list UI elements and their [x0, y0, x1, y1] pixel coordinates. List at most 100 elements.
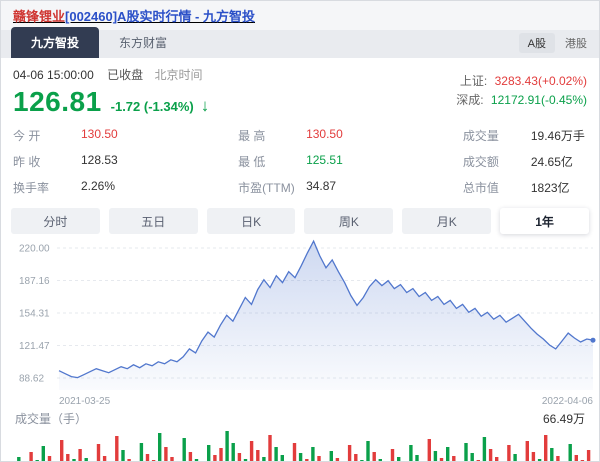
volume-bar [513, 454, 517, 461]
market-switch: A股 港股 [518, 33, 599, 58]
price-area-fill [59, 241, 593, 390]
price-line-chart[interactable]: 220.00 187.16 154.31 121.47 88.62 2021-03-25 2… [1, 238, 600, 408]
volume-bar [544, 435, 548, 461]
stats-grid: 今 开 130.50 最 高 130.50 成交量 19.46万手 昨 收 12… [13, 127, 587, 196]
y-axis-tick-label: 154.31 [19, 309, 50, 320]
volume-bar [433, 451, 438, 461]
stat-label: 成交额 [462, 155, 499, 169]
volume-bar [574, 455, 578, 461]
volume-bar [415, 455, 419, 461]
volume-bar [525, 441, 529, 461]
stat-turnover-amount: 成交额 24.65亿 [397, 153, 587, 170]
stat-pe-ttm: 市盈(TTM) 34.87 [194, 179, 397, 196]
stat-value: 2.26% [81, 179, 116, 193]
stat-value: 19.46万手 [530, 129, 585, 143]
volume-bar [225, 431, 229, 461]
sz-index-row: 深成: 12172.91(-0.45%) [456, 91, 587, 110]
period-tab-1year[interactable]: 1年 [500, 208, 589, 234]
volume-bar [170, 457, 174, 461]
volume-header: 成交量（手） 66.49万 [1, 408, 599, 428]
chart-period-tabs: 分时 五日 日K 周K 月K 1年 [11, 208, 589, 234]
price-row: 126.81 -1.72 (-1.34%) ↓ [13, 86, 209, 118]
volume-bar [41, 446, 45, 461]
stat-value: 130.50 [306, 127, 343, 141]
volume-bar [35, 460, 39, 461]
volume-bar [556, 456, 560, 461]
sz-index-value: 12172.91(-0.45%) [490, 93, 587, 107]
volume-bar [329, 451, 333, 461]
y-axis-tick-label: 187.16 [19, 276, 50, 287]
volume-bar [397, 457, 401, 461]
volume-bar [495, 457, 499, 461]
volume-bar [366, 441, 370, 461]
quote-datetime: 04-06 15:00:00 [13, 68, 94, 82]
sz-index-label: 深成: [456, 93, 484, 107]
stat-market-cap: 总市值 1823亿 [397, 179, 587, 196]
stat-value: 128.53 [81, 153, 118, 167]
market-session-status: 已收盘 [107, 68, 144, 82]
sh-index-value: 3283.43(+0.02%) [494, 74, 587, 88]
market-hk-link[interactable]: 港股 [565, 38, 587, 50]
stat-turnover-rate: 换手率 2.26% [13, 179, 194, 196]
volume-bar [121, 450, 125, 461]
stat-volume: 成交量 19.46万手 [397, 127, 587, 144]
volume-bar [102, 456, 107, 461]
volume-bar [47, 456, 52, 461]
volume-bar [464, 443, 468, 461]
stat-label: 成交量 [462, 129, 499, 143]
volume-bar [268, 435, 272, 461]
volume-bar [347, 445, 352, 461]
volume-bar [580, 460, 585, 461]
volume-bar [476, 460, 480, 461]
volume-bar [568, 444, 572, 461]
volume-bar [84, 458, 88, 461]
volume-bar [213, 455, 217, 461]
volume-bar [507, 445, 511, 461]
page-title-link[interactable]: 赣锋锂业[002460]A股实时行情 - 九方智投 [13, 9, 255, 24]
stat-value: 24.65亿 [530, 155, 573, 169]
volume-bar [29, 452, 33, 461]
stat-low: 最 低 125.51 [194, 153, 397, 170]
volume-bar [194, 459, 199, 461]
period-tab-monthly-k[interactable]: 月K [402, 208, 492, 234]
volume-bar [182, 438, 186, 461]
volume-bar [470, 453, 474, 461]
tab-jiufangzhitou[interactable]: 九方智投 [11, 27, 100, 58]
volume-bar [390, 449, 395, 461]
volume-bar [378, 459, 382, 461]
volume-bar [145, 454, 150, 461]
stat-high: 最 高 130.50 [194, 127, 397, 144]
index-quotes: 上证: 3283.43(+0.02%) 深成: 12172.91(-0.45%) [456, 66, 587, 118]
volume-bar [274, 447, 278, 461]
volume-bar [311, 447, 315, 461]
volume-bar [550, 448, 554, 461]
period-tab-intraday[interactable]: 分时 [11, 208, 100, 234]
tab-eastmoney[interactable]: 东方财富 [119, 36, 168, 50]
stat-label: 今 开 [13, 129, 41, 143]
volume-max-value: 66.49万 [542, 412, 585, 426]
volume-bar-chart[interactable] [1, 428, 600, 462]
volume-bar [60, 440, 64, 461]
period-tab-daily-k[interactable]: 日K [206, 208, 296, 234]
stat-prev-close: 昨 收 128.53 [13, 153, 194, 170]
timezone-label: 北京时间 [154, 68, 203, 82]
status-row: 04-06 15:00:00 已收盘 北京时间 [13, 66, 209, 83]
volume-bar [354, 454, 358, 461]
volume-bar [482, 437, 487, 461]
stat-label: 市盈(TTM) [238, 181, 295, 195]
volume-bar [305, 459, 309, 461]
last-price-dot [590, 337, 596, 343]
period-tab-5day[interactable]: 五日 [108, 208, 198, 234]
period-tab-weekly-k[interactable]: 周K [304, 208, 394, 234]
title-bar: 赣锋锂业[002460]A股实时行情 - 九方智投 [1, 1, 599, 30]
stat-label: 总市值 [462, 181, 499, 195]
volume-bar [72, 459, 76, 461]
volume-bar [586, 450, 591, 461]
stat-value: 125.51 [306, 153, 343, 167]
sh-index-label: 上证: [459, 74, 488, 88]
market-a-share-badge[interactable]: A股 [518, 33, 555, 53]
volume-bar [17, 457, 21, 461]
volume-bar [78, 449, 82, 461]
volume-label: 成交量（手） [15, 412, 88, 426]
stat-label: 最 低 [238, 155, 266, 169]
